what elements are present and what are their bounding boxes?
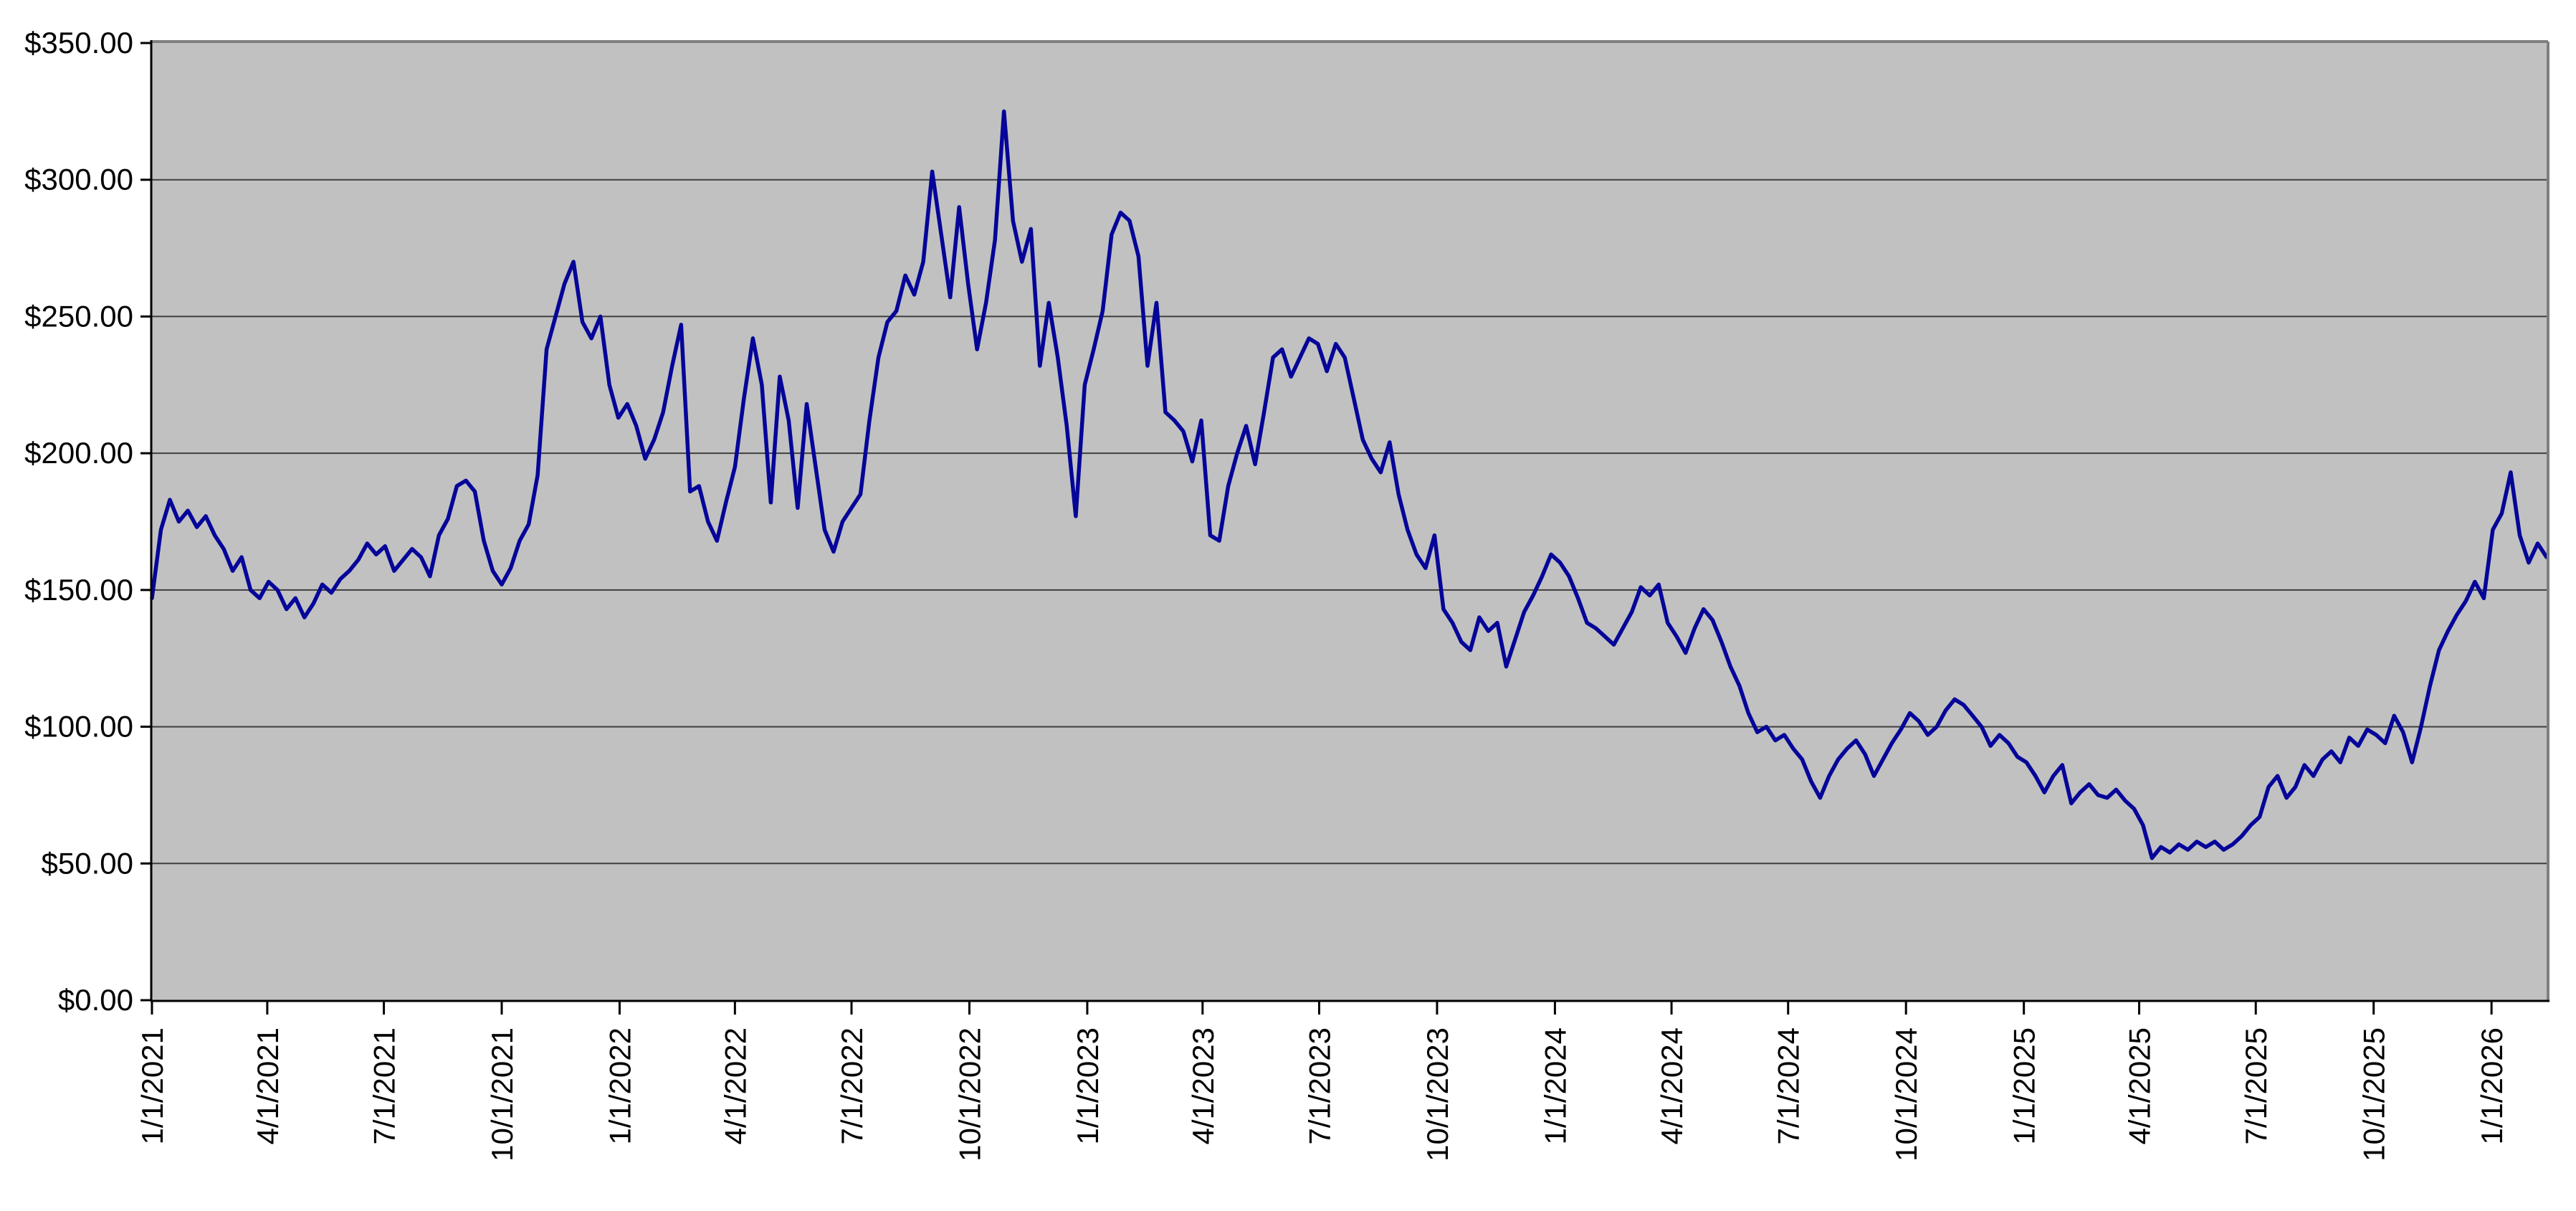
x-tick-label: 1/1/2024 [1538, 1027, 1572, 1145]
x-tick-label: 4/1/2021 [251, 1027, 285, 1145]
x-tick-label: 1/1/2023 [1071, 1027, 1105, 1145]
plot-area [152, 43, 2547, 1000]
price-line [150, 109, 2549, 860]
x-tick-label: 4/1/2024 [1655, 1027, 1689, 1145]
x-tick-label: 10/1/2021 [485, 1027, 519, 1162]
y-tick-label: $100.00 [24, 710, 133, 744]
x-tick-label: 10/1/2023 [1421, 1027, 1454, 1162]
x-tick-label: 1/1/2021 [135, 1027, 169, 1145]
x-tick-label: 10/1/2022 [953, 1027, 986, 1162]
y-tick-label: $200.00 [24, 436, 133, 470]
x-axis-ticks [151, 1000, 2493, 1015]
x-tick-label: 10/1/2025 [2357, 1027, 2391, 1162]
y-axis-ticks [140, 42, 152, 1002]
y-tick-label: $150.00 [24, 573, 133, 607]
y-axis-labels: $0.00 $50.00 $100.00 $150.00 $200.00 $250.00 $… [24, 26, 133, 1017]
x-tick-label: 10/1/2024 [1889, 1027, 1923, 1162]
y-tick-label: $50.00 [42, 846, 133, 880]
x-tick-label: 7/1/2025 [2239, 1027, 2273, 1145]
plot-frame [150, 40, 2549, 1002]
x-tick-label: 7/1/2021 [368, 1027, 401, 1145]
x-tick-label: 4/1/2025 [2123, 1027, 2157, 1145]
x-tick-label: 7/1/2023 [1302, 1027, 1336, 1145]
y-tick-label: $250.00 [24, 299, 133, 333]
x-tick-label: 1/1/2025 [2008, 1027, 2041, 1145]
x-tick-label: 7/1/2022 [835, 1027, 869, 1145]
x-axis-labels: 1/1/2021 4/1/2021 7/1/2021 10/1/2021 1/1/202… [135, 1027, 2509, 1162]
y-tick-label: $350.00 [24, 26, 133, 60]
gridlines [152, 179, 2547, 865]
x-tick-label: 4/1/2023 [1186, 1027, 1220, 1145]
x-tick-label: 7/1/2024 [1772, 1027, 1805, 1145]
y-tick-label: $300.00 [24, 163, 133, 196]
x-tick-label: 4/1/2022 [718, 1027, 752, 1145]
y-tick-label: $0.00 [58, 983, 133, 1017]
x-tick-label: 1/1/2022 [603, 1027, 636, 1145]
x-tick-label: 1/1/2026 [2475, 1027, 2509, 1145]
